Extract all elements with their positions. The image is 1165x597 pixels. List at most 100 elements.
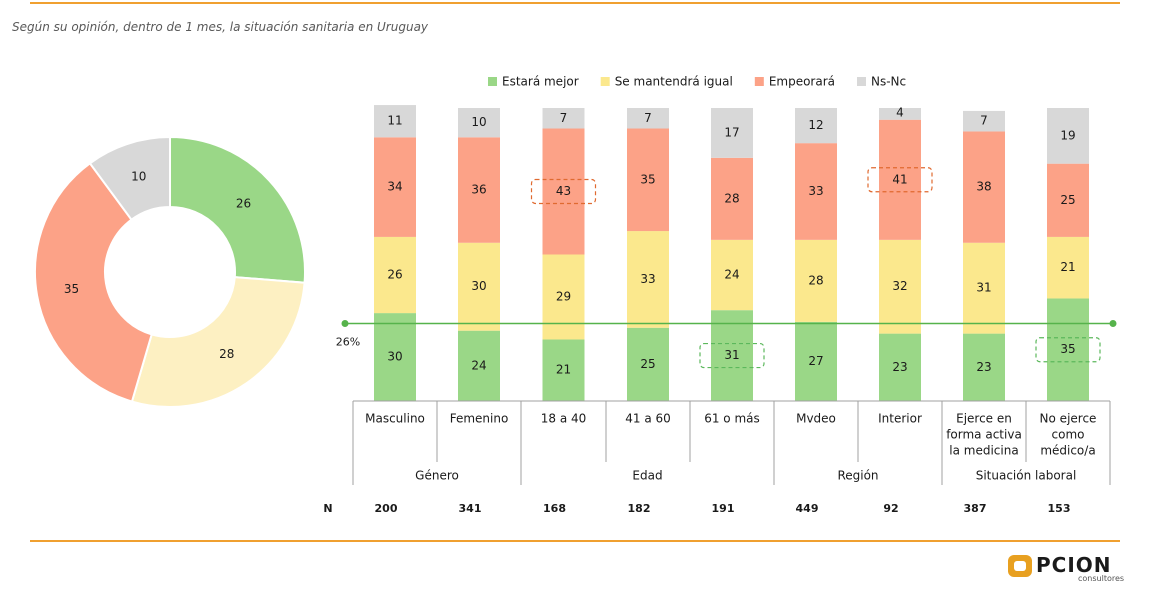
category-label: No ejerce <box>1040 412 1097 426</box>
bar-segment <box>458 242 500 331</box>
bar-value-label: 28 <box>724 191 739 205</box>
bar-value-label: 29 <box>556 289 571 303</box>
legend-swatch <box>600 77 610 86</box>
n-value: 182 <box>628 502 651 515</box>
group-label: Género <box>415 469 459 483</box>
bar-value-label: 25 <box>640 357 655 371</box>
donut-slice <box>34 161 153 403</box>
bar-segment <box>879 239 921 334</box>
donut-slice-label: 26 <box>236 197 251 211</box>
bar-value-label: 38 <box>976 180 991 194</box>
bar-segment <box>458 330 500 401</box>
donut-slice <box>88 135 171 222</box>
bar-segment <box>374 236 416 314</box>
bar-value-label: 11 <box>387 114 402 128</box>
bar-segment <box>458 137 500 243</box>
bar-segment <box>795 108 837 144</box>
bar-segment <box>1047 236 1089 299</box>
category-label: Masculino <box>365 412 425 426</box>
n-value: 153 <box>1048 502 1071 515</box>
bar-value-label: 21 <box>1060 260 1075 274</box>
legend-swatch <box>857 77 866 86</box>
category-label: forma activa <box>946 428 1022 442</box>
bar-segment <box>963 131 1005 243</box>
bar-segment <box>627 128 669 232</box>
bar-segment <box>795 143 837 240</box>
donut-slice-label: 35 <box>64 282 79 296</box>
bar-segment <box>711 157 753 240</box>
brand-logo: PCION consultores <box>1008 553 1128 583</box>
group-label: Región <box>837 469 878 483</box>
reference-line-endpoint <box>1109 320 1117 328</box>
highlight-box <box>530 178 597 205</box>
brand-logo-mark <box>1008 555 1032 577</box>
category-label: 61 o más <box>704 412 760 426</box>
bar-segment <box>879 108 921 120</box>
bar-segment <box>374 313 416 401</box>
bar-value-label: 34 <box>387 180 402 194</box>
bar-segment <box>711 239 753 311</box>
bar-value-label: 12 <box>808 118 823 132</box>
group-label: Situación laboral <box>976 469 1077 483</box>
bar-value-label: 21 <box>556 363 571 377</box>
category-label: 18 a 40 <box>541 412 587 426</box>
bar-segment <box>542 254 585 340</box>
bar-segment <box>963 110 1005 132</box>
bar-segment <box>627 108 669 129</box>
bar-value-label: 30 <box>471 279 486 293</box>
category-label: Interior <box>878 412 922 426</box>
bar-value-label: 4 <box>896 105 904 119</box>
bar-value-label: 28 <box>808 273 823 287</box>
reference-line-label: 26% <box>336 336 360 349</box>
category-label: Mvdeo <box>796 412 836 426</box>
highlight-box <box>699 342 765 369</box>
bar-value-label: 24 <box>724 268 739 282</box>
bar-value-label: 7 <box>980 114 988 128</box>
bar-value-label: 33 <box>808 184 823 198</box>
legend-swatch <box>754 77 764 86</box>
highlight-box <box>1035 337 1101 363</box>
donut-slice <box>130 276 306 408</box>
bar-value-label: 26 <box>387 268 402 282</box>
bar-segment <box>542 339 585 401</box>
bar-value-label: 41 <box>892 172 907 186</box>
bar-value-label: 35 <box>640 172 655 186</box>
n-row-label: N <box>323 502 332 515</box>
bar-value-label: 23 <box>892 360 907 374</box>
category-label: la medicina <box>949 444 1018 458</box>
bar-value-label: 10 <box>471 115 486 129</box>
legend-label: Estará mejor <box>502 75 579 89</box>
legend-label: Ns-Nc <box>871 75 906 89</box>
bar-value-label: 27 <box>808 354 823 368</box>
n-value: 92 <box>883 502 898 515</box>
bar-segment <box>963 333 1005 401</box>
n-value: 200 <box>375 502 398 515</box>
bar-value-label: 32 <box>892 279 907 293</box>
bar-value-label: 43 <box>556 184 571 198</box>
bar-value-label: 25 <box>1060 193 1075 207</box>
bar-value-label: 31 <box>976 281 991 295</box>
bar-value-label: 33 <box>640 272 655 286</box>
n-value: 387 <box>964 502 987 515</box>
bar-value-label: 7 <box>560 111 568 125</box>
bar-segment <box>1047 108 1089 164</box>
n-value: 341 <box>459 502 482 515</box>
bar-segment <box>458 108 500 138</box>
category-label: como <box>1052 428 1085 442</box>
bar-value-label: 24 <box>471 358 486 372</box>
bar-segment <box>795 321 837 401</box>
bottom-accent-rule <box>30 540 1120 542</box>
bar-value-label: 7 <box>644 111 652 125</box>
bar-segment <box>879 119 921 240</box>
bar-segment <box>711 310 753 401</box>
brand-tagline: consultores <box>1078 574 1125 583</box>
n-value: 191 <box>712 502 735 515</box>
legend-label: Empeorará <box>769 75 835 89</box>
n-value: 449 <box>796 502 819 515</box>
category-label: médico/a <box>1040 444 1095 458</box>
bar-value-label: 31 <box>724 348 739 362</box>
bar-segment <box>542 128 585 255</box>
bar-value-label: 19 <box>1060 128 1075 142</box>
bar-value-label: 23 <box>976 360 991 374</box>
